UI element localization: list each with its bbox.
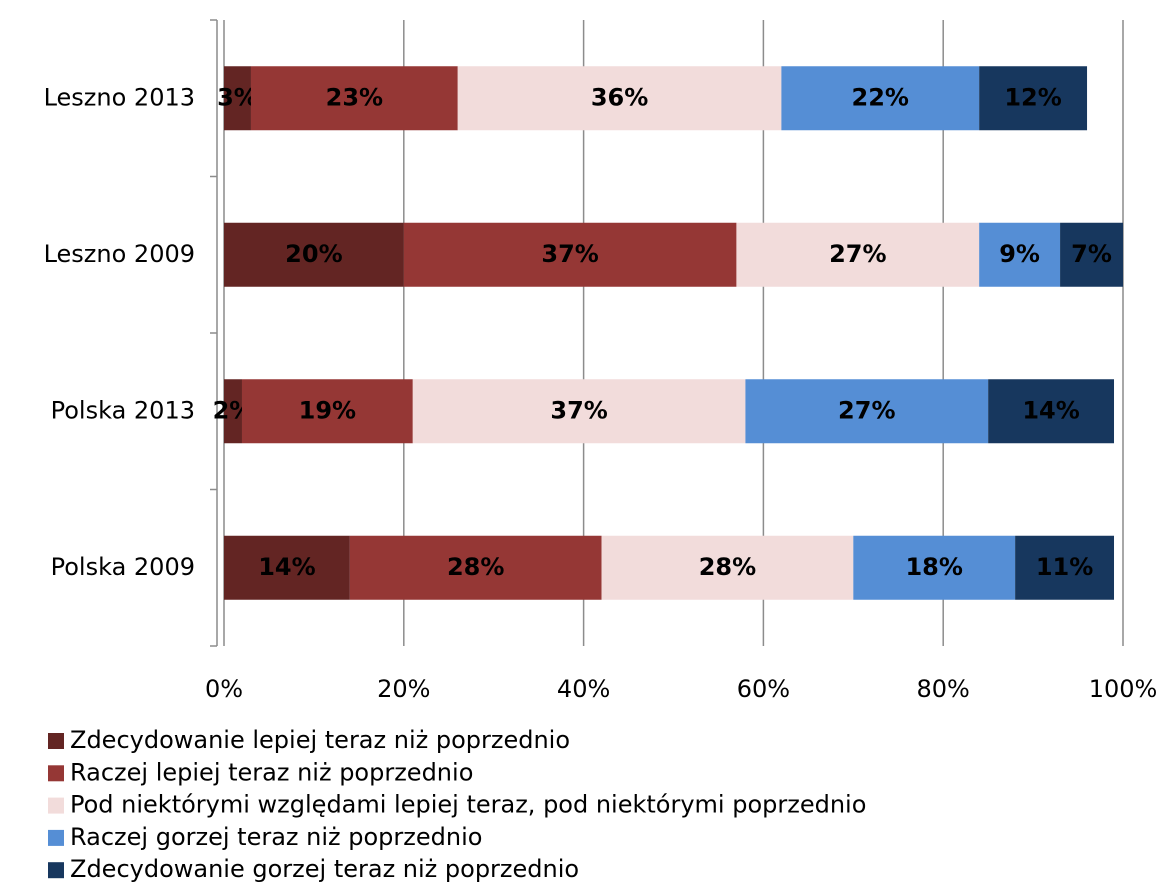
bar-segment: [601, 535, 854, 600]
bar-segment: [736, 222, 980, 287]
x-tick-label: 20%: [377, 675, 430, 703]
data-label: 14%: [1022, 396, 1079, 424]
data-label: 36%: [591, 83, 648, 111]
data-label: 23%: [326, 83, 383, 111]
data-label: 7%: [1071, 240, 1112, 268]
bar-segment: [349, 535, 602, 600]
x-tick-label: 40%: [557, 675, 610, 703]
y-tick-label: Polska 2009: [51, 553, 195, 581]
y-tick-label: Polska 2013: [51, 396, 195, 424]
data-label: 28%: [699, 553, 756, 581]
x-tick-label: 100%: [1089, 675, 1158, 703]
data-label: 27%: [829, 240, 886, 268]
bar-segment: [988, 379, 1115, 444]
legend-label: Raczej lepiej teraz niż poprzednio: [70, 758, 473, 786]
data-label: 9%: [999, 240, 1040, 268]
data-label: 14%: [258, 553, 315, 581]
bar-segment: [224, 379, 242, 444]
legend-swatch: [48, 829, 64, 846]
bar-segment: [1060, 222, 1123, 287]
legend-swatch: [48, 733, 64, 749]
bar-segment: [412, 379, 746, 444]
data-label: 20%: [285, 240, 342, 268]
legend-label: Raczej gorzej teraz niż poprzednio: [70, 823, 482, 851]
bar-segment: [853, 535, 1016, 600]
y-tick-label: Leszno 2009: [44, 240, 195, 268]
bar-segment: [224, 222, 404, 287]
legend-swatch: [48, 797, 64, 814]
x-tick-label: 0%: [205, 675, 243, 703]
bar-segment: [979, 222, 1061, 287]
bar-segment: [241, 379, 413, 444]
bar-segment: [1015, 535, 1115, 600]
legend-label: Pod niektórymi względami lepiej teraz, p…: [70, 791, 866, 819]
bar-segment: [403, 222, 737, 287]
x-tick-label: 80%: [917, 675, 970, 703]
bar-segment: [745, 379, 989, 444]
bar-segment: [224, 66, 251, 131]
legend-label: Zdecydowanie lepiej teraz niż poprzednio: [70, 726, 570, 754]
data-label: 28%: [447, 553, 504, 581]
data-label: 27%: [838, 396, 895, 424]
bar-segment: [457, 66, 782, 131]
bar-segment: [781, 66, 980, 131]
bar-segment: [250, 66, 458, 131]
data-label: 11%: [1036, 553, 1093, 581]
data-label: 22%: [852, 83, 909, 111]
data-label: 37%: [550, 396, 607, 424]
data-label: 37%: [541, 240, 598, 268]
bar-segment: [979, 66, 1088, 131]
data-label: 12%: [1004, 83, 1061, 111]
legend-label: Zdecydowanie gorzej teraz niż poprzednio: [70, 855, 579, 883]
y-tick-label: Leszno 2013: [44, 83, 195, 111]
x-tick-label: 60%: [737, 675, 790, 703]
legend-swatch: [48, 862, 64, 879]
bar-segment: [224, 535, 350, 600]
legend-swatch: [48, 765, 64, 782]
data-label: 18%: [905, 553, 962, 581]
data-label: 19%: [299, 396, 356, 424]
